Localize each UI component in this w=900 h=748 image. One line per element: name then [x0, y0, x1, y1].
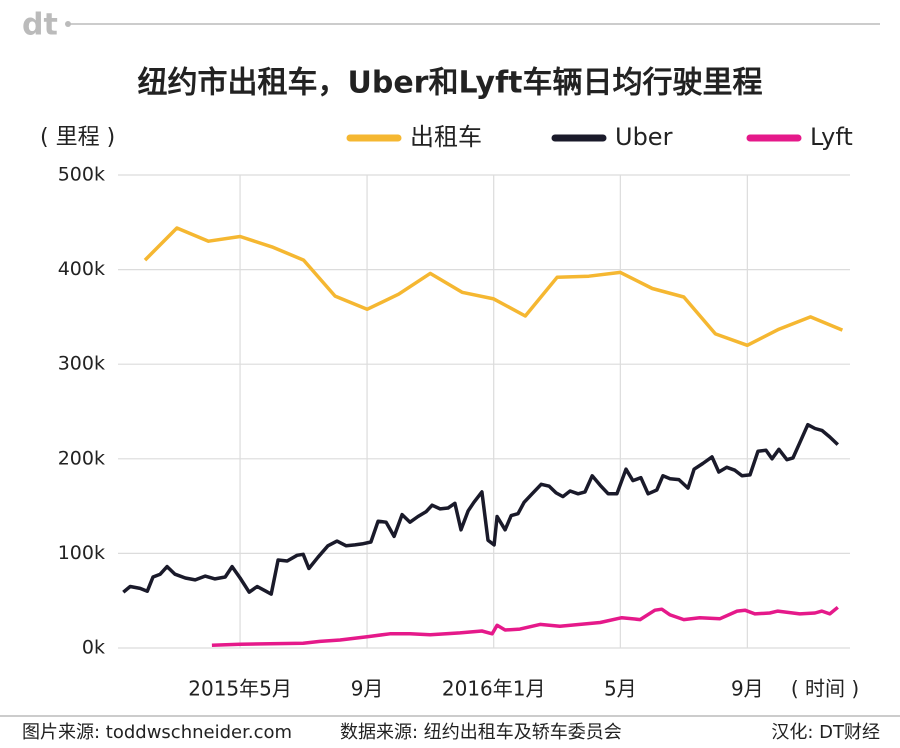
header-dot [65, 21, 71, 27]
x-tick-label: 2015年5月 [188, 677, 292, 701]
footer-image-source: 图片来源: toddwschneider.com [22, 722, 292, 743]
footer-data-source: 数据来源: 纽约出租车及轿车委员会 [340, 722, 622, 743]
footer-credit: 汉化: DT财经 [771, 722, 880, 743]
legend-label: Lyft [810, 123, 853, 151]
y-tick-label: 100k [58, 542, 105, 564]
series-line [143, 226, 844, 348]
y-axis-label: ( 里程 ) [40, 125, 115, 150]
legend-label: 出租车 [410, 123, 482, 151]
y-tick-label: 300k [58, 353, 105, 375]
x-tick-label: 5月 [604, 677, 637, 701]
legend-label: Uber [615, 123, 673, 151]
y-tick-label: 0k [82, 637, 105, 659]
x-tick-label: 9月 [731, 677, 764, 701]
y-tick-label: 200k [58, 447, 105, 469]
x-axis-label: ( 时间 ) [791, 677, 859, 701]
series-line [122, 422, 840, 596]
series-line [211, 605, 839, 647]
y-tick-label: 500k [58, 164, 105, 186]
logo: dt [22, 8, 58, 43]
x-tick-label: 2016年1月 [442, 677, 546, 701]
x-tick-label: 9月 [351, 677, 384, 701]
chart-title: 纽约市出租车，Uber和Lyft车辆日均行驶里程 [137, 66, 762, 101]
y-tick-label: 400k [58, 258, 105, 280]
